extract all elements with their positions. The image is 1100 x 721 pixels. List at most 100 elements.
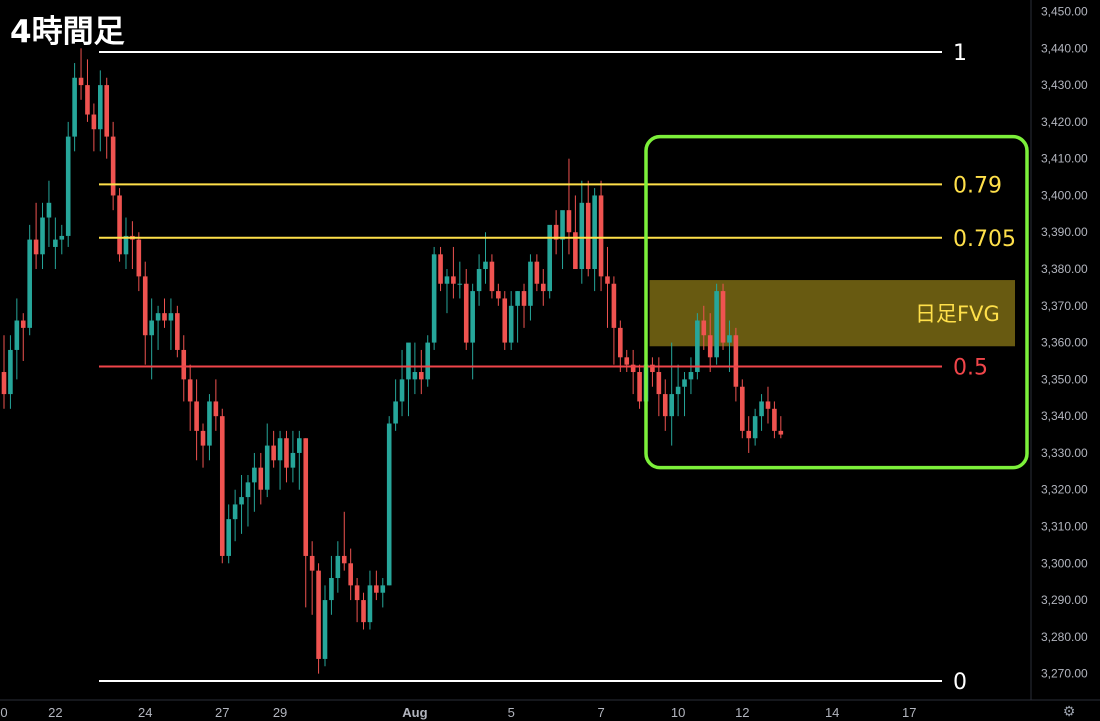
candle: [175, 305, 180, 358]
candle: [239, 475, 244, 534]
candle-body: [78, 77, 84, 86]
candle: [470, 283, 475, 380]
candle-body: [104, 85, 110, 137]
y-tick-label: 3,370.00: [1041, 299, 1088, 313]
fib-label-0-79: 0.79: [953, 173, 1002, 198]
candle: [78, 48, 84, 100]
candle: [213, 379, 219, 431]
candle-body: [374, 585, 379, 593]
candle-body: [650, 364, 655, 373]
candle: [489, 254, 495, 299]
candle: [707, 313, 713, 373]
candle: [605, 246, 610, 328]
y-tick-label: 3,330.00: [1041, 446, 1088, 460]
x-tick-label: Aug: [402, 705, 427, 720]
candle-body: [149, 320, 154, 336]
candle-body: [740, 386, 745, 431]
candle: [14, 298, 20, 380]
candle-body: [162, 313, 167, 321]
candle-body: [200, 430, 206, 446]
candle: [630, 349, 636, 395]
candle-body: [618, 327, 623, 358]
candle-body: [412, 372, 418, 380]
candle: [297, 430, 302, 490]
candle-body: [611, 283, 617, 328]
candle: [611, 276, 617, 365]
candle: [123, 217, 129, 270]
candle: [521, 283, 527, 328]
candle: [547, 224, 552, 299]
candle: [463, 269, 469, 350]
candle: [662, 379, 668, 431]
candle: [573, 195, 578, 270]
candle: [778, 416, 784, 439]
candle: [98, 70, 103, 152]
y-tick-label: 3,360.00: [1041, 336, 1088, 350]
candle-body: [91, 114, 97, 130]
candle: [142, 261, 148, 365]
y-tick-label: 3,420.00: [1041, 115, 1088, 129]
candle: [406, 342, 411, 417]
candle: [540, 269, 546, 306]
x-tick-label: 14: [825, 705, 839, 720]
candle: [682, 372, 687, 417]
candle-body: [695, 320, 700, 373]
settings-gear-icon[interactable]: ⚙: [1062, 704, 1076, 720]
candle-body: [579, 202, 585, 270]
candle-body: [630, 364, 636, 373]
candle-body: [406, 342, 411, 380]
candle-body: [85, 85, 90, 115]
candle: [65, 121, 71, 247]
y-tick-label: 3,290.00: [1041, 593, 1088, 607]
y-tick-label: 3,410.00: [1041, 152, 1088, 166]
x-tick-label: 27: [215, 705, 229, 720]
candle-body: [560, 210, 565, 240]
candles-group: [1, 48, 784, 674]
candle-body: [232, 504, 238, 520]
candle-body: [624, 357, 630, 365]
candle-body: [419, 372, 424, 380]
candle-body: [752, 416, 758, 439]
candle: [155, 305, 161, 350]
candle-body: [675, 386, 681, 395]
candle-body: [303, 438, 309, 556]
candle: [367, 570, 373, 630]
candle: [361, 592, 366, 630]
x-tick-label: 24: [138, 705, 152, 720]
x-tick-label: 17: [902, 705, 916, 720]
candle-body: [245, 482, 251, 498]
candle-body: [515, 291, 520, 306]
candle: [348, 548, 353, 601]
candle-body: [733, 335, 739, 387]
candle-body: [98, 85, 103, 130]
candle-body: [1, 372, 7, 395]
candle: [746, 416, 752, 453]
y-tick-label: 3,450.00: [1041, 5, 1088, 19]
candle: [27, 224, 32, 336]
candle-body: [187, 379, 193, 402]
candle-body: [746, 430, 752, 439]
candle-body: [393, 401, 398, 424]
candle: [232, 489, 238, 542]
candle: [579, 180, 585, 284]
candle-body: [284, 438, 289, 468]
x-tick-label: 29: [273, 705, 287, 720]
candle-body: [175, 313, 180, 350]
x-tick-label: 10: [671, 705, 685, 720]
fib-label-1: 1: [953, 41, 967, 66]
candle: [637, 364, 642, 409]
candle-body: [470, 291, 475, 343]
candle-body: [168, 313, 174, 321]
candle: [85, 59, 90, 122]
candle: [8, 335, 13, 409]
candle-body: [309, 555, 315, 571]
candle: [740, 379, 745, 439]
candle: [290, 430, 296, 483]
candle: [438, 246, 443, 292]
candle: [46, 180, 52, 247]
candle-body: [380, 585, 386, 593]
highlight-box: [644, 134, 1029, 470]
candle: [695, 313, 700, 380]
candle: [117, 188, 122, 262]
